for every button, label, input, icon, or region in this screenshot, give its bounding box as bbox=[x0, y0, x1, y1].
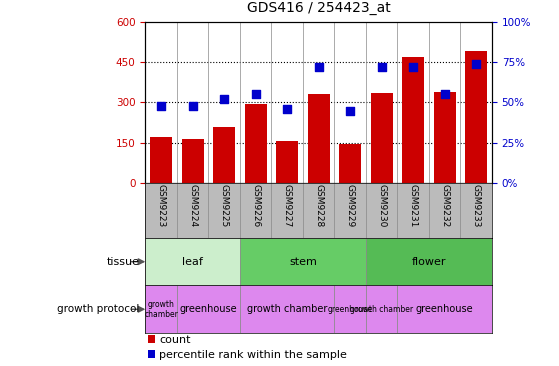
Bar bbox=[334, 285, 366, 333]
Text: GSM9227: GSM9227 bbox=[283, 184, 292, 227]
Point bbox=[157, 103, 165, 109]
Text: greenhouse: greenhouse bbox=[328, 305, 373, 314]
Text: growth chamber: growth chamber bbox=[350, 305, 413, 314]
Bar bbox=[366, 285, 397, 333]
Bar bbox=[402, 57, 424, 183]
Bar bbox=[397, 285, 492, 333]
Text: leaf: leaf bbox=[182, 257, 203, 267]
Bar bbox=[213, 127, 235, 183]
Bar bbox=[276, 141, 298, 183]
Text: GSM9233: GSM9233 bbox=[472, 184, 481, 228]
Text: greenhouse: greenhouse bbox=[416, 304, 473, 314]
Text: greenhouse: greenhouse bbox=[179, 304, 237, 314]
Bar bbox=[182, 139, 203, 183]
Bar bbox=[145, 238, 240, 285]
Bar bbox=[371, 93, 392, 183]
Bar bbox=[434, 92, 456, 183]
Text: tissue: tissue bbox=[107, 257, 140, 267]
Point bbox=[409, 64, 418, 70]
Bar bbox=[148, 350, 155, 358]
Point bbox=[188, 103, 197, 109]
Text: growth protocol: growth protocol bbox=[58, 304, 140, 314]
Bar bbox=[148, 335, 155, 343]
Text: count: count bbox=[159, 335, 191, 346]
Point bbox=[283, 106, 292, 112]
Point bbox=[345, 108, 354, 113]
Text: growth
chamber: growth chamber bbox=[144, 299, 178, 319]
Bar bbox=[465, 52, 487, 183]
Point bbox=[472, 61, 481, 67]
Bar bbox=[240, 238, 366, 285]
Point bbox=[377, 64, 386, 70]
Bar bbox=[339, 144, 361, 183]
Text: GSM9225: GSM9225 bbox=[220, 184, 229, 227]
Bar bbox=[366, 238, 492, 285]
Point bbox=[440, 92, 449, 97]
Bar bbox=[145, 285, 177, 333]
Text: GSM9228: GSM9228 bbox=[314, 184, 323, 227]
Bar bbox=[307, 94, 330, 183]
Text: GSM9224: GSM9224 bbox=[188, 184, 197, 227]
Text: GSM9229: GSM9229 bbox=[345, 184, 354, 227]
Text: GSM9232: GSM9232 bbox=[440, 184, 449, 227]
Text: GSM9230: GSM9230 bbox=[377, 184, 386, 228]
Text: percentile rank within the sample: percentile rank within the sample bbox=[159, 350, 347, 360]
Bar bbox=[150, 137, 172, 183]
Text: GSM9231: GSM9231 bbox=[409, 184, 418, 228]
Text: GSM9223: GSM9223 bbox=[157, 184, 165, 227]
Text: flower: flower bbox=[411, 257, 446, 267]
Text: GSM9226: GSM9226 bbox=[251, 184, 260, 227]
Text: stem: stem bbox=[289, 257, 317, 267]
Bar bbox=[245, 104, 267, 183]
Text: GDS416 / 254423_at: GDS416 / 254423_at bbox=[247, 1, 391, 15]
Point bbox=[251, 92, 260, 97]
Point bbox=[220, 96, 229, 102]
Bar bbox=[240, 285, 334, 333]
Bar bbox=[177, 285, 240, 333]
Point bbox=[314, 64, 323, 70]
Text: growth chamber: growth chamber bbox=[247, 304, 328, 314]
